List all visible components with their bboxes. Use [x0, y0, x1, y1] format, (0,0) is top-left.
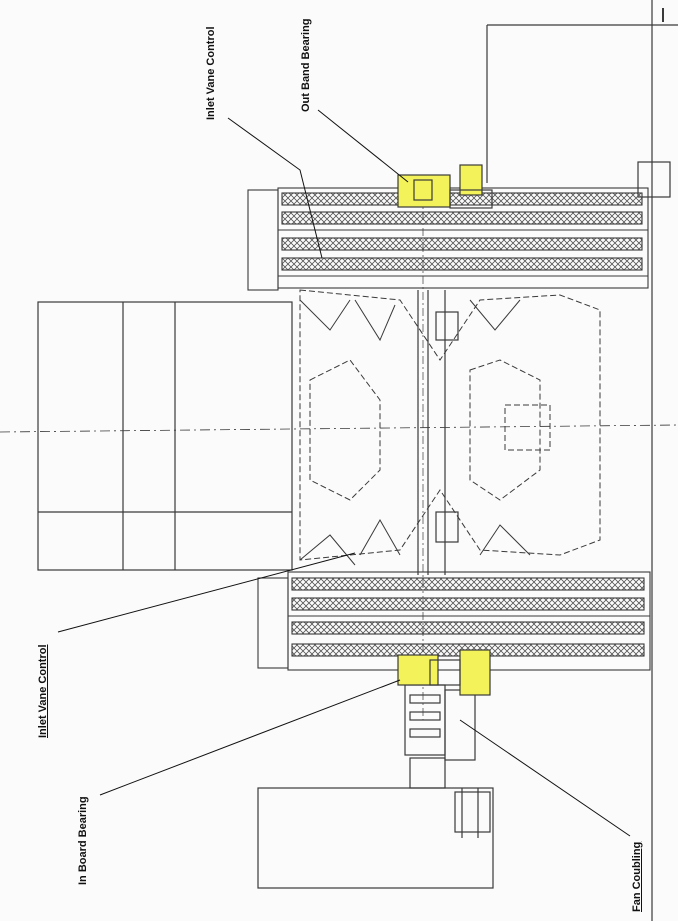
frame-lines — [486, 0, 678, 921]
label-inlet-vane-control-left: Inlet Vane Control — [37, 644, 49, 738]
out-band-bearing-block — [397, 164, 493, 209]
upper-shroud — [247, 187, 649, 291]
in-board-bearing-block — [397, 649, 491, 696]
leader-lines — [57, 109, 631, 837]
impeller-body — [299, 289, 601, 561]
lower-shroud — [257, 571, 651, 671]
label-inlet-vane-control-top: Inlet Vane Control — [205, 26, 217, 120]
label-in-board-bearing: In Board Bearing — [77, 796, 89, 885]
label-out-band-bearing: Out Band Bearing — [300, 18, 312, 112]
left-housing — [0, 301, 678, 571]
label-fan-coubling: Fan Coubling — [631, 841, 643, 912]
inlet-vanes — [299, 299, 531, 566]
main-shaft — [417, 180, 459, 720]
coupling-stack — [257, 684, 494, 889]
